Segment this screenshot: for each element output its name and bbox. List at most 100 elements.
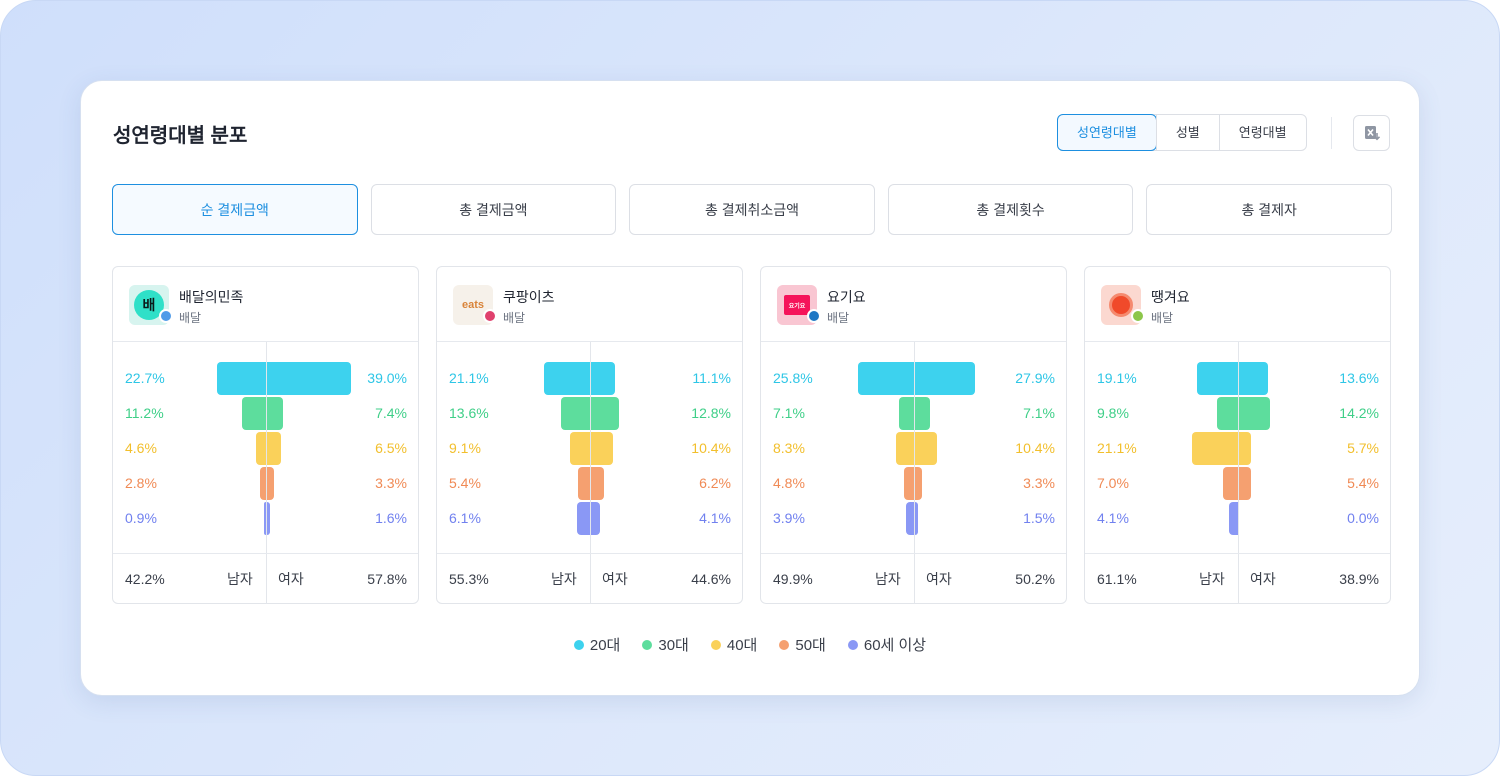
bar-female (915, 362, 976, 395)
legend-item-30: 30대 (642, 634, 689, 655)
bar-female (591, 502, 600, 535)
bar-female (591, 467, 605, 500)
gender-totals: 61.1% 남자 여자 38.9% (1085, 553, 1390, 604)
male-value-label: 5.4% (449, 475, 481, 491)
excel-download-icon (1364, 126, 1380, 141)
bar-female (267, 467, 275, 500)
legend-label: 30대 (658, 637, 689, 654)
legend: 20대 30대 40대 50대 60세 이상 (81, 634, 1419, 655)
panel-header: 요기요 요기요 배달 (761, 267, 1066, 342)
pyramid-plot: 25.8% 27.9% 7.1% 7.1% 8.3% 10.4% 4.8% 3.3% 3.9% 1… (761, 342, 1066, 553)
bar-male (241, 397, 266, 430)
category-dot (807, 309, 821, 323)
female-label: 여자 (602, 571, 628, 587)
metric-net-payment[interactable]: 순 결제금액 (112, 184, 358, 235)
female-value-label: 6.5% (375, 440, 407, 456)
brand-name: 쿠팡이츠 (503, 289, 555, 305)
logo-mark (1109, 293, 1133, 317)
bar-male (905, 502, 914, 535)
female-value-label: 27.9% (1015, 370, 1055, 386)
male-label: 남자 (551, 571, 577, 587)
excel-download-button[interactable] (1353, 115, 1390, 151)
metric-payment-count[interactable]: 총 결제횟수 (887, 184, 1134, 235)
bar-female (591, 397, 619, 430)
view-segmented-control: 성연령대별 성별 연령대별 (1057, 114, 1307, 151)
brand-category: 배달 (503, 311, 526, 325)
pyramid-plot: 19.1% 13.6% 9.8% 14.2% 21.1% 5.7% 7.0% 5.4% 4.1%… (1085, 342, 1390, 553)
brand-panel: 배 배달의민족 배달 22.7% 39.0% 11.2% 7.4% 4.6% 6.5% 2.8% 3… (112, 266, 419, 604)
male-total: 42.2% (125, 571, 165, 587)
bar-female (591, 432, 614, 465)
female-value-label: 6.2% (699, 475, 731, 491)
female-total: 44.6% (691, 571, 731, 587)
category-dot (159, 309, 173, 323)
male-value-label: 8.3% (773, 440, 805, 456)
female-value-label: 5.4% (1347, 475, 1379, 491)
male-total: 55.3% (449, 571, 489, 587)
tab-age[interactable]: 연령대별 (1218, 115, 1306, 150)
divider (1331, 117, 1332, 149)
female-value-label: 10.4% (1015, 440, 1055, 456)
brand-name: 땡겨요 (1151, 289, 1190, 305)
male-total: 61.1% (1097, 571, 1137, 587)
bar-male (570, 432, 590, 465)
legend-label: 20대 (589, 637, 621, 654)
bar-female (591, 362, 615, 395)
metric-total-cancel[interactable]: 총 결제취소금액 (629, 184, 875, 235)
bar-male (264, 502, 266, 535)
female-value-label: 3.3% (1023, 475, 1055, 491)
logo-text: 배 (142, 297, 156, 313)
brand-panel: 땡겨요 배달 19.1% 13.6% 9.8% 14.2% 21.1% 5.7% 7.0% 5.4… (1084, 266, 1391, 604)
bar-male (858, 362, 914, 395)
center-axis (590, 342, 591, 553)
male-value-label: 9.8% (1097, 405, 1129, 421)
bar-male (1192, 432, 1238, 465)
bar-female (915, 432, 938, 465)
male-value-label: 6.1% (449, 510, 481, 526)
tab-gender-age[interactable]: 성연령대별 (1057, 114, 1157, 151)
bar-male (560, 397, 590, 430)
legend-label: 50대 (795, 637, 826, 654)
male-value-label: 7.1% (773, 405, 805, 421)
male-label: 남자 (1199, 571, 1225, 587)
divider (266, 554, 267, 604)
female-value-label: 7.1% (1023, 405, 1055, 421)
bar-male (544, 362, 590, 395)
male-value-label: 4.1% (1097, 510, 1129, 526)
legend-item-40: 40대 (710, 634, 757, 655)
male-value-label: 21.1% (449, 370, 489, 386)
gender-totals: 42.2% 남자 여자 57.8% (113, 553, 418, 604)
bar-male (259, 467, 266, 500)
center-axis (266, 342, 267, 553)
logo-text: eats (461, 299, 485, 311)
bar-male (1222, 467, 1238, 500)
male-label: 남자 (227, 571, 253, 587)
logo-text: 요기요 (788, 303, 806, 310)
tab-gender[interactable]: 성별 (1155, 115, 1219, 150)
center-axis (1238, 342, 1239, 553)
male-value-label: 3.9% (773, 510, 805, 526)
female-label: 여자 (278, 571, 304, 587)
male-value-label: 11.2% (125, 405, 164, 421)
bar-female (1239, 362, 1269, 395)
bar-male (1229, 502, 1238, 535)
female-value-label: 4.1% (699, 510, 731, 526)
legend-item-20: 20대 (573, 634, 621, 655)
male-value-label: 4.6% (125, 440, 157, 456)
metric-payers[interactable]: 총 결제자 (1146, 184, 1392, 235)
female-value-label: 0.0% (1347, 510, 1379, 526)
bar-male (256, 432, 266, 465)
brand-category: 배달 (179, 311, 202, 325)
bar-female (1239, 467, 1251, 500)
divider (1238, 554, 1239, 604)
page-title: 성연령대별 분포 (113, 125, 248, 147)
brand-category: 배달 (827, 311, 850, 325)
legend-label: 60세 이상 (863, 637, 927, 654)
bar-male (576, 502, 590, 535)
female-value-label: 1.5% (1023, 510, 1055, 526)
metric-total-payment[interactable]: 총 결제금액 (370, 184, 617, 235)
female-value-label: 12.8% (691, 405, 731, 421)
bar-male (898, 397, 914, 430)
male-value-label: 22.7% (125, 370, 165, 386)
